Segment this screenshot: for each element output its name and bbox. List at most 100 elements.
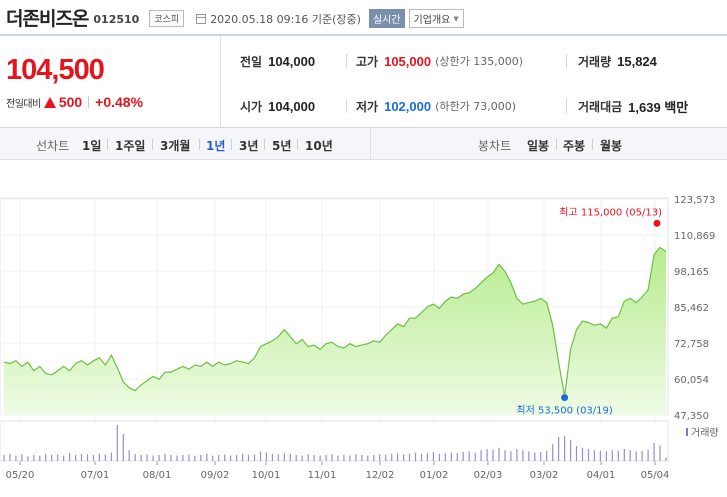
volume-bar bbox=[21, 454, 23, 461]
volume-bar bbox=[212, 455, 214, 461]
volume-bar bbox=[75, 455, 77, 461]
current-price: 104,500 bbox=[6, 54, 105, 86]
volume-bar bbox=[122, 434, 124, 461]
volume-bar bbox=[230, 455, 232, 461]
volume-bar bbox=[236, 455, 238, 461]
volume-bar bbox=[653, 443, 655, 461]
volume-bar bbox=[164, 453, 166, 461]
period-10y[interactable]: 10년 bbox=[305, 139, 333, 153]
divider bbox=[107, 139, 108, 150]
prev-close-cell: 전일 104,000 bbox=[240, 53, 315, 69]
volume-bar bbox=[307, 454, 309, 461]
period-1d[interactable]: 1일 bbox=[82, 139, 102, 153]
market-badge: 코스피 bbox=[149, 10, 185, 27]
candle-chart-label: 봉차트 bbox=[478, 139, 512, 153]
volume-bar bbox=[534, 452, 536, 461]
volume-bar bbox=[86, 454, 89, 461]
divider bbox=[346, 54, 347, 68]
volume-bar bbox=[659, 445, 661, 461]
high-value: 105,000 bbox=[384, 53, 432, 69]
volume-bar bbox=[462, 452, 464, 461]
volume-bar bbox=[69, 453, 71, 461]
quote-panel: 104,500 전일대비 500 +0.48% 전일 104,000 고가 10… bbox=[0, 34, 727, 128]
volume-bar bbox=[361, 455, 363, 461]
volume-bar bbox=[259, 451, 262, 461]
volume-bar bbox=[564, 435, 566, 461]
volume-bar bbox=[456, 453, 458, 461]
y-tick-label: 123,573 bbox=[674, 195, 715, 206]
volume-bar bbox=[331, 454, 333, 461]
volume-bar bbox=[242, 453, 244, 461]
volume-bar bbox=[63, 455, 65, 461]
volume-bar bbox=[313, 455, 315, 461]
volume-bar bbox=[414, 452, 417, 461]
stock-header: 더존비즈온 012510 코스피 2020.05.18 09:16 기준(장중)… bbox=[0, 0, 727, 34]
volume-bar bbox=[593, 450, 595, 461]
price-line bbox=[3, 246, 667, 397]
volume-bar bbox=[349, 455, 351, 461]
min-label: 최저 53,500 (03/19) bbox=[516, 405, 612, 417]
corp-info-label: 기업개요 bbox=[413, 15, 451, 26]
volume-bar bbox=[665, 457, 667, 461]
volume-bar bbox=[325, 455, 327, 461]
corp-info-dropdown[interactable]: 기업개요 ▼ bbox=[408, 9, 464, 28]
y-tick-label: 85,462 bbox=[674, 303, 709, 314]
volume-bar bbox=[194, 455, 196, 461]
volume-bar bbox=[605, 451, 607, 461]
volume-bar bbox=[9, 453, 11, 461]
candle-daily[interactable]: 일봉 bbox=[527, 139, 550, 153]
amount-cell: 거래대금 1,639 백만 bbox=[578, 98, 688, 115]
volume-bar bbox=[438, 453, 440, 461]
x-tick-label: 05/04 bbox=[641, 470, 670, 481]
realtime-button[interactable]: 실시간 bbox=[368, 9, 405, 28]
toolbar-divider bbox=[370, 128, 371, 160]
volume-bar bbox=[337, 455, 339, 461]
divider bbox=[566, 99, 567, 113]
prev-close-value: 104,000 bbox=[268, 53, 316, 69]
period-1y[interactable]: 1년 bbox=[206, 139, 226, 153]
volume-bar bbox=[224, 454, 226, 461]
volume-bar bbox=[528, 451, 530, 461]
max-marker[interactable] bbox=[653, 219, 661, 227]
volume-bar bbox=[432, 452, 434, 461]
high-cell: 고가 105,000 (상한가 135,000) bbox=[356, 53, 523, 69]
divider bbox=[566, 54, 567, 68]
volume-bar bbox=[408, 453, 411, 461]
period-1w[interactable]: 1주일 bbox=[115, 139, 146, 153]
volume-bar bbox=[516, 449, 518, 461]
volume-bar bbox=[403, 454, 405, 461]
volume-bar bbox=[367, 455, 369, 461]
volume-bar bbox=[546, 450, 548, 461]
up-arrow-icon bbox=[43, 96, 56, 108]
volume-bar bbox=[27, 456, 29, 461]
price-chart[interactable]: 123,573 110,869 98,165 85,462 72,758 60,054 47… bbox=[0, 160, 727, 497]
volume-bar bbox=[641, 450, 643, 461]
change-divider bbox=[88, 96, 90, 108]
volume-bar bbox=[420, 453, 423, 461]
volume-bar bbox=[283, 453, 285, 461]
period-3m[interactable]: 3개월 bbox=[160, 139, 191, 153]
volume-bar bbox=[45, 453, 47, 461]
divider bbox=[152, 139, 153, 150]
volume-bar bbox=[599, 450, 601, 461]
period-3y[interactable]: 3년 bbox=[239, 139, 259, 153]
volume-bar bbox=[480, 450, 482, 461]
company-name[interactable]: 더존비즈온 bbox=[6, 7, 89, 30]
volume-bar bbox=[182, 455, 184, 461]
x-tick-label: 12/02 bbox=[366, 470, 395, 481]
change-row: 전일대비 500 +0.48% bbox=[6, 94, 143, 110]
volume-bar bbox=[504, 450, 506, 461]
volume-bar bbox=[629, 450, 631, 461]
change-value: 500 bbox=[58, 94, 83, 110]
volume-bar bbox=[510, 451, 512, 461]
candle-monthly[interactable]: 월봉 bbox=[600, 139, 623, 153]
candle-weekly[interactable]: 주봉 bbox=[563, 139, 586, 153]
high-label: 고가 bbox=[356, 54, 379, 69]
volume-bar bbox=[617, 450, 619, 461]
min-marker[interactable] bbox=[561, 394, 569, 402]
low-value: 102,000 bbox=[384, 98, 432, 114]
period-5y[interactable]: 5년 bbox=[272, 139, 292, 153]
amount-label: 거래대금 bbox=[578, 99, 623, 114]
volume-bars bbox=[3, 425, 667, 461]
volume-bar bbox=[552, 444, 554, 461]
